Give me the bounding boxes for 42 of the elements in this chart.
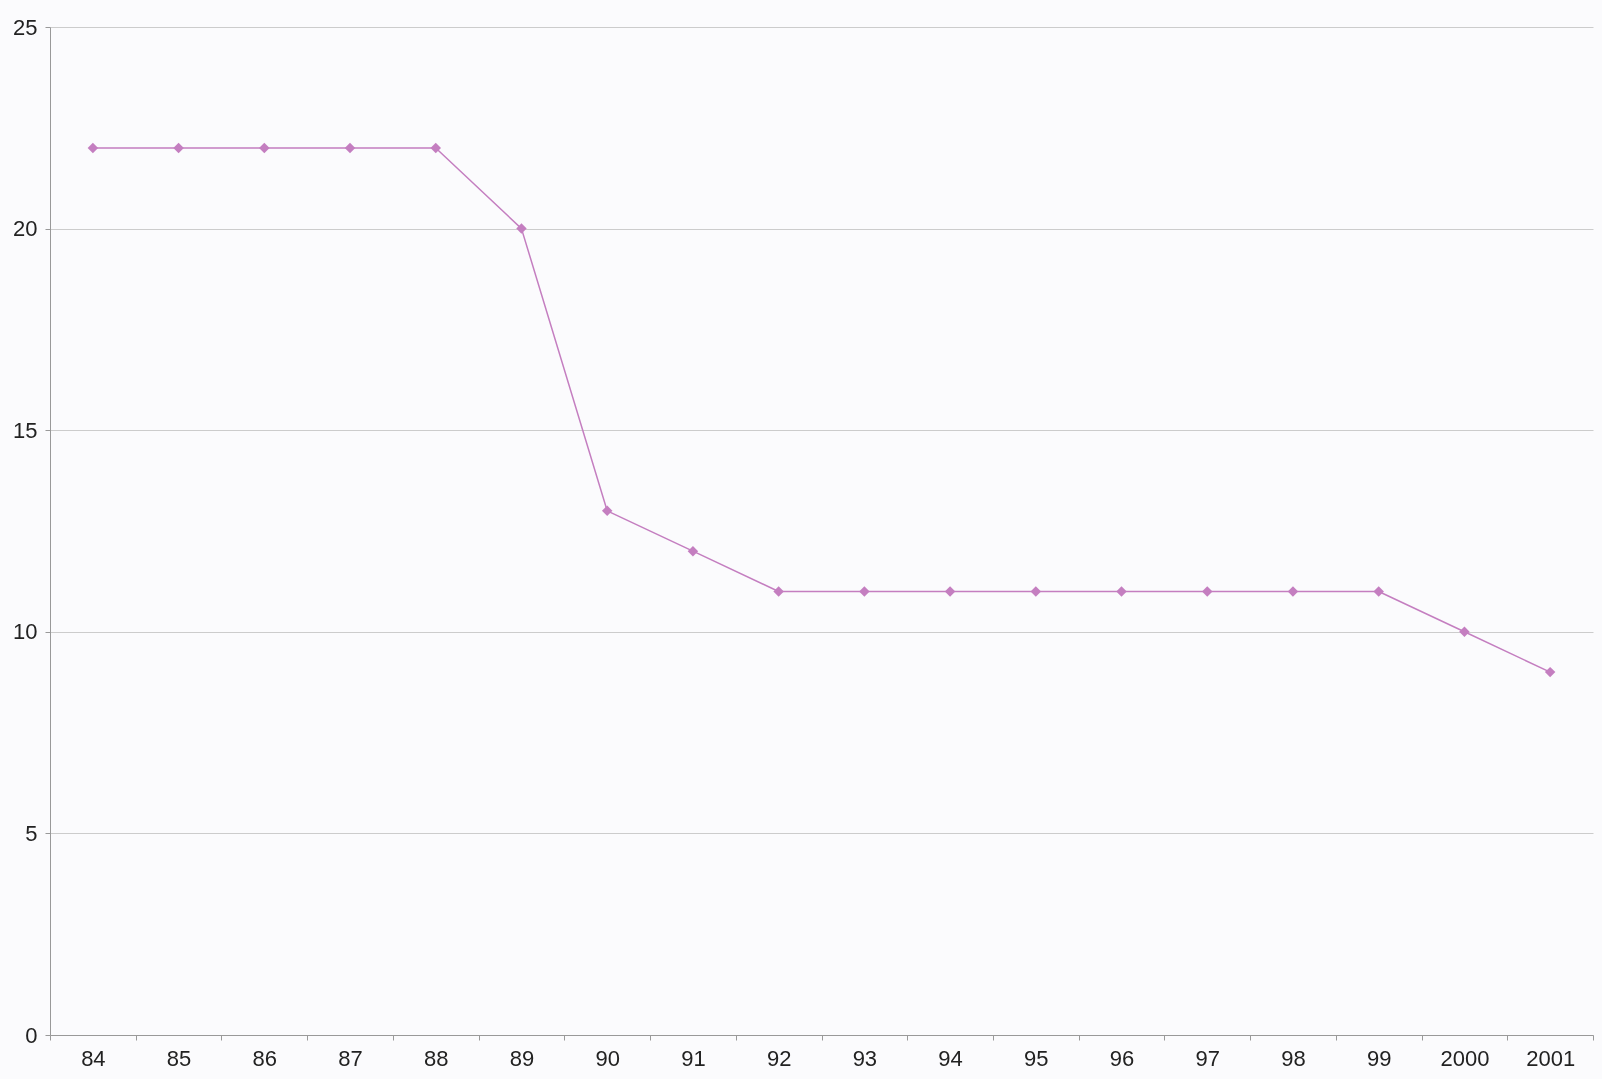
x-tick-label: 2001 bbox=[1526, 1045, 1576, 1071]
x-tick-label: 95 bbox=[1024, 1045, 1049, 1071]
point bbox=[687, 545, 699, 557]
x-tick-label: 99 bbox=[1366, 1045, 1392, 1071]
y-tick-label: 5 bbox=[25, 820, 38, 846]
point bbox=[259, 142, 270, 154]
y-tick-label: 25 bbox=[13, 14, 38, 40]
x-tick-label: 98 bbox=[1281, 1045, 1306, 1071]
y-tick-label: 0 bbox=[25, 1022, 38, 1048]
point bbox=[430, 142, 441, 154]
point bbox=[859, 586, 870, 597]
x-tick-label: 88 bbox=[424, 1045, 449, 1071]
x-tick-label: 84 bbox=[81, 1045, 106, 1071]
point bbox=[1116, 586, 1127, 597]
x-tick-label: 86 bbox=[252, 1045, 278, 1071]
y-tick-label: 15 bbox=[13, 417, 38, 443]
x-tick-label: 89 bbox=[509, 1045, 535, 1071]
x-tick-label: 96 bbox=[1109, 1045, 1135, 1071]
x-tick-label: 94 bbox=[938, 1045, 963, 1071]
point bbox=[516, 223, 527, 234]
x-tick-label: 93 bbox=[852, 1045, 878, 1071]
point bbox=[601, 505, 613, 517]
point bbox=[1373, 586, 1384, 597]
x-tick-label: 85 bbox=[166, 1045, 192, 1071]
point bbox=[1459, 626, 1470, 638]
point bbox=[1287, 586, 1299, 597]
x-tick-label: 90 bbox=[595, 1045, 620, 1071]
point bbox=[344, 142, 356, 154]
point bbox=[173, 142, 184, 154]
point bbox=[1030, 586, 1042, 597]
x-tick-label: 87 bbox=[338, 1045, 363, 1071]
x-tick-label: 92 bbox=[766, 1045, 792, 1071]
x-tick-label: 97 bbox=[1195, 1045, 1220, 1071]
point bbox=[773, 586, 784, 597]
point bbox=[1544, 666, 1556, 678]
y-tick-label: 20 bbox=[13, 216, 38, 242]
y-tick-label: 10 bbox=[13, 619, 38, 645]
x-tick-label: 2000 bbox=[1440, 1045, 1490, 1071]
point bbox=[1202, 586, 1213, 597]
point bbox=[944, 586, 956, 597]
x-tick-label: 91 bbox=[681, 1045, 706, 1071]
point bbox=[87, 142, 99, 154]
